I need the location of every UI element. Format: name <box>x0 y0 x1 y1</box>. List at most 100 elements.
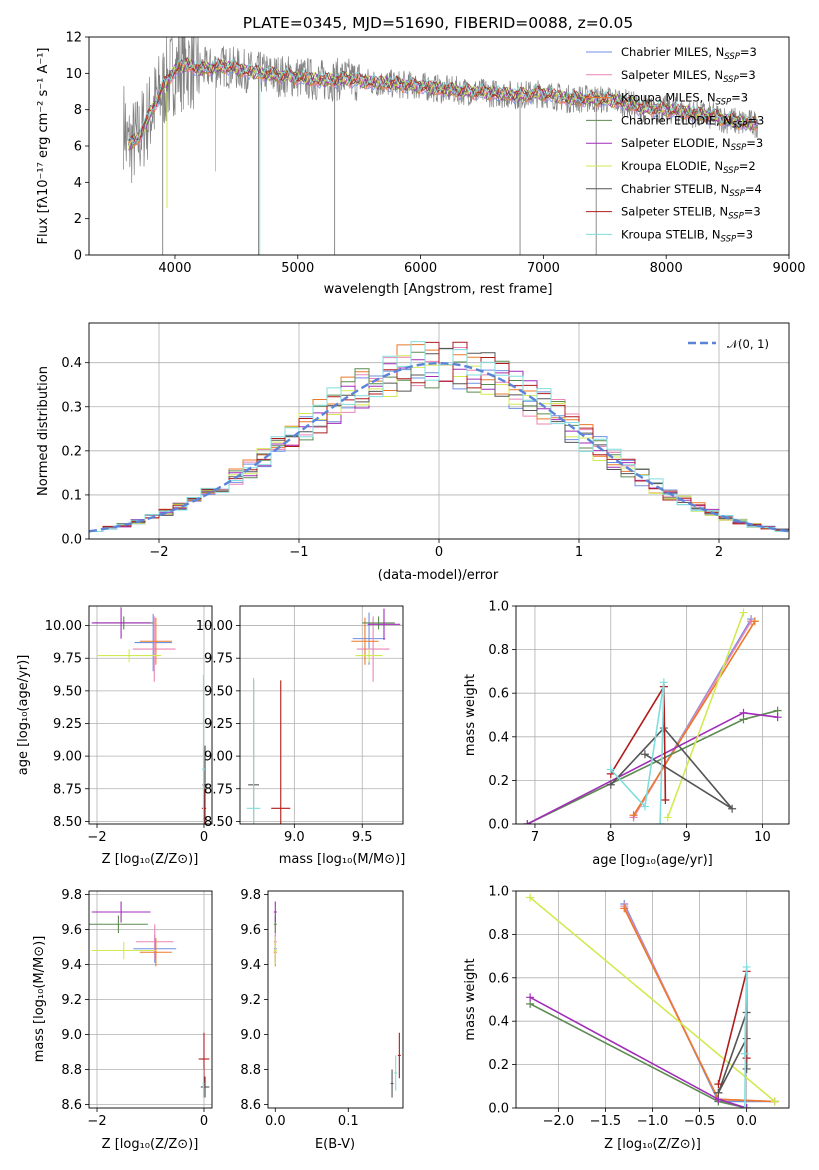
weight-vs-age-data-point <box>640 750 649 759</box>
age-vs-z-ytick-label: 8.50 <box>53 815 82 830</box>
mass-vs-ebv-xtick-label: 0.1 <box>338 1114 359 1129</box>
age-vs-z-ytick-label: 9.75 <box>53 652 82 667</box>
weight-vs-age-xtick-label: 10 <box>754 830 771 845</box>
age-vs-mass-ytick-label: 8.75 <box>204 782 233 797</box>
mass-vs-z-ytick-label: 8.6 <box>61 1098 82 1113</box>
model-spectrum-line <box>128 57 758 143</box>
legend-entry-label: Chabrier ELODIE, NSSP=3 <box>621 113 764 130</box>
residuals-plot-area <box>89 341 789 539</box>
age-vs-z-ytick-label: 9.50 <box>53 684 82 699</box>
mass-vs-z-xtick-label: −2 <box>87 1114 106 1129</box>
residuals-ytick-label: 0.0 <box>61 533 82 548</box>
weight-vs-age-ytick-label: 0.4 <box>488 730 509 745</box>
residuals-xtick-label: −2 <box>149 545 168 560</box>
mass-vs-ebv-x-label: E(B-V) <box>315 1137 355 1152</box>
mass-vs-z-ytick-label: 9.6 <box>61 923 82 938</box>
spectrum-xtick-label: 9000 <box>772 261 805 276</box>
weight-vs-age-data-point <box>728 804 737 813</box>
mass-vs-z-ytick-label: 9.0 <box>61 1028 82 1043</box>
spectrum-ytick-label: 2 <box>74 212 82 227</box>
legend-entry-label: Kroupa STELIB, NSSP=3 <box>621 227 753 244</box>
residuals-xtick-label: 1 <box>575 545 583 560</box>
legend-entry-label: Salpeter ELODIE, NSSP=3 <box>621 136 763 153</box>
spectrum-ytick-label: 10 <box>65 67 82 82</box>
spectrum-x-label: wavelength [Angstrom, rest frame] <box>324 282 553 297</box>
age-vs-mass-ytick-label: 9.50 <box>204 684 233 699</box>
weight-vs-z-series-line <box>529 896 776 1103</box>
mass-vs-z-ytick-label: 9.4 <box>61 958 82 973</box>
age-vs-z-ytick-label: 9.25 <box>53 717 82 732</box>
weight-vs-age-ytick-label: 0.2 <box>488 774 509 789</box>
weight-vs-z-xtick-label: −1.0 <box>637 1114 669 1129</box>
age-vs-mass-ytick-label: 9.75 <box>204 652 233 667</box>
age-vs-z-x-label: Z [log₁₀(Z/Z⊙)] <box>102 852 199 867</box>
weight-vs-age-data-point <box>606 780 615 789</box>
weight-vs-z-data-point <box>714 1080 723 1089</box>
residuals-x-label: (data-model)/error <box>378 568 499 583</box>
weight-vs-age-data-point <box>663 813 672 822</box>
figure-title: PLATE=0345, MJD=51690, FIBERID=0088, z=0… <box>243 14 633 32</box>
weight-vs-z-data-point <box>620 904 629 913</box>
age-vs-z-frame <box>88 605 213 825</box>
mass-vs-z-y-label: mass [log₁₀(M/M⊙)] <box>32 936 47 1063</box>
weight-vs-age-data-point <box>739 708 748 717</box>
weight-vs-age-data-point <box>606 765 615 774</box>
weight-vs-age-xtick-label: 8 <box>607 830 615 845</box>
spectrum-frame <box>88 36 790 256</box>
spectrum-xtick-label: 4000 <box>158 261 191 276</box>
weight-vs-z-data-point <box>526 993 535 1002</box>
age-vs-z-ytick-label: 9.00 <box>53 750 82 765</box>
mass-vs-z-plot-area <box>89 901 210 1098</box>
residuals-ytick-label: 0.2 <box>61 444 82 459</box>
legend-entry-label: Salpeter STELIB, NSSP=3 <box>621 205 761 222</box>
weight-vs-z-data-point <box>740 1104 749 1108</box>
weight-vs-z-xtick-label: −2.0 <box>543 1114 575 1129</box>
weight-vs-z-data-point <box>742 1064 751 1073</box>
mass-vs-ebv-ytick-label: 9.8 <box>240 888 261 903</box>
mass-vs-ebv-ytick-label: 8.8 <box>240 1063 261 1078</box>
spectrum-axes: 4000 5000 6000 7000 8000 9000 0 2 4 6 8 10 12 <box>65 31 805 277</box>
residuals-ytick-label: 0.3 <box>61 400 82 415</box>
mass-vs-z-xtick-label: 0 <box>200 1114 208 1129</box>
weight-vs-age-xtick-label: 7 <box>531 830 539 845</box>
age-vs-z-y-label: age [log₁₀(age/yr)] <box>16 655 31 776</box>
weight-vs-z-plot-area <box>526 893 779 1108</box>
weight-vs-age-data-point <box>773 713 782 722</box>
weight-vs-z-xtick-label: −0.5 <box>684 1114 716 1129</box>
spectrum-xtick-label: 6000 <box>404 261 437 276</box>
weight-vs-age-data-point <box>739 608 748 617</box>
age-vs-mass-ytick-label: 9.25 <box>204 717 233 732</box>
spectrum-ytick-label: 8 <box>74 103 82 118</box>
weight-vs-z-ytick-label: 0.6 <box>488 971 509 986</box>
spectrum-ytick-label: 4 <box>74 176 82 191</box>
model-spectrum-line <box>127 57 758 145</box>
weight-vs-z-xtick-label: 0.0 <box>736 1114 757 1129</box>
weight-vs-z-data-point <box>742 1054 751 1063</box>
weight-vs-z-axes: −2.0 −1.5 −1.0 −0.5 0.0 0.0 0.2 0.4 0.6 0.8 1.0 <box>488 885 789 1129</box>
weight-vs-age-data-point <box>656 820 665 824</box>
mass-vs-ebv-axes: 0.0 0.1 8.6 8.8 9.0 9.2 9.4 9.6 9.8 <box>240 888 358 1129</box>
mass-vs-z-x-label: Z [log₁₀(Z/Z⊙)] <box>102 1137 199 1152</box>
weight-vs-age-xtick-label: 9 <box>682 830 690 845</box>
legend-entry-label: Salpeter MILES, NSSP=3 <box>621 68 756 85</box>
weight-vs-age-series-line <box>610 682 665 824</box>
mass-vs-ebv-ytick-label: 9.4 <box>240 958 261 973</box>
age-vs-mass-axes: 9.0 9.5 8.50 8.75 9.00 9.25 9.50 9.75 10.00 <box>196 606 403 845</box>
weight-vs-z-y-label: mass weight <box>463 958 478 1040</box>
age-vs-mass-ytick-label: 9.00 <box>204 750 233 765</box>
legend-entry-label: Kroupa MILES, NSSP=3 <box>621 91 748 108</box>
age-vs-mass-ytick-label: 10.00 <box>196 619 233 634</box>
weight-vs-z-ytick-label: 0.0 <box>488 1102 509 1117</box>
weight-vs-z-data-point <box>740 1049 749 1058</box>
mass-vs-ebv-ytick-label: 9.2 <box>240 993 261 1008</box>
plot-layer: 4000 5000 6000 7000 8000 9000024681012Chabrie… <box>16 31 806 1153</box>
weight-vs-age-frame <box>515 605 790 825</box>
spectrum-xtick-label: 8000 <box>650 261 683 276</box>
residuals-ytick-label: 0.4 <box>61 356 82 371</box>
weight-vs-age-data-point <box>750 617 759 626</box>
weight-vs-z-ytick-label: 0.4 <box>488 1015 509 1030</box>
mass-vs-ebv-ytick-label: 8.6 <box>240 1098 261 1113</box>
mass-vs-z-ytick-label: 8.8 <box>61 1063 82 1078</box>
weight-vs-age-ytick-label: 0.6 <box>488 687 509 702</box>
